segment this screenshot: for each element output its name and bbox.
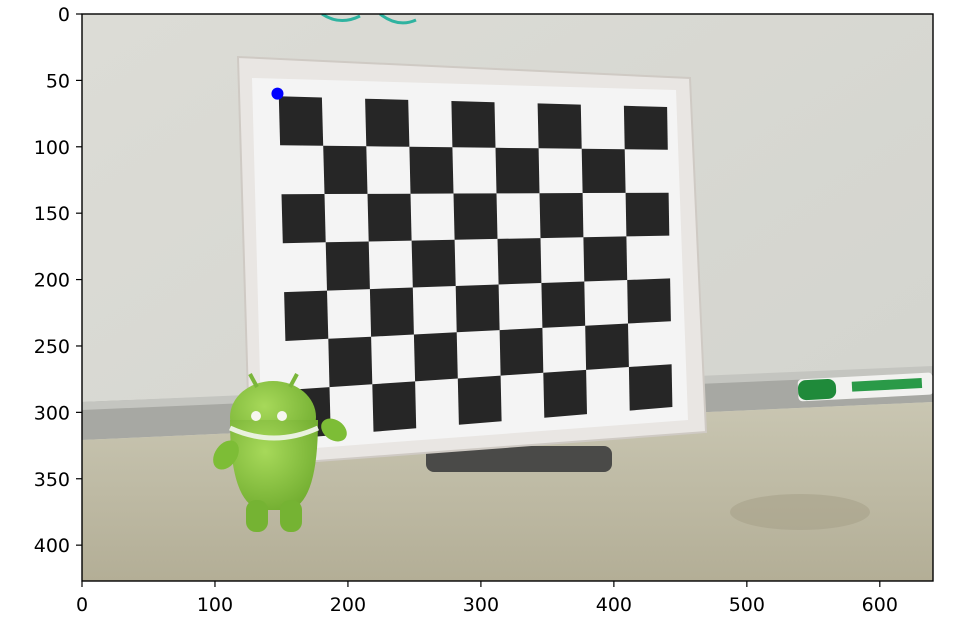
y-tick-label: 50 [46, 70, 70, 92]
checker-square [278, 96, 324, 146]
checker-square [537, 103, 582, 149]
green-marker [797, 372, 933, 402]
x-tick-label: 500 [729, 594, 765, 616]
checker-square [451, 101, 496, 148]
table-stain [730, 494, 870, 530]
android-figure [213, 373, 347, 532]
x-tick-label: 400 [596, 594, 632, 616]
checker-square [325, 241, 370, 291]
y-tick-label: 150 [34, 203, 70, 225]
checker-square [628, 364, 673, 411]
checker-square [367, 193, 412, 242]
x-tick-label: 300 [463, 594, 499, 616]
checker-square [457, 375, 502, 425]
checker-square [455, 284, 500, 333]
checker-square [539, 193, 584, 239]
checker-square [411, 239, 456, 288]
checker-square [585, 323, 629, 370]
x-tick-label: 100 [197, 594, 233, 616]
checker-square [625, 192, 670, 237]
y-tick-label: 100 [34, 137, 70, 159]
x-tick-label: 600 [862, 594, 898, 616]
board-stand [426, 446, 612, 472]
checker-square [281, 194, 326, 244]
x-tick-label: 200 [330, 594, 366, 616]
checker-square [627, 278, 671, 324]
x-axis: 0 100 200 300 400 500 600 [76, 581, 898, 616]
checker-square [497, 238, 542, 285]
whiteboard-scribble [321, 14, 417, 25]
y-tick-label: 400 [34, 535, 70, 557]
photo-image [82, 14, 933, 581]
checker-square [372, 381, 417, 432]
checker-pattern [278, 96, 673, 439]
checker-square [284, 290, 329, 341]
checker-square [409, 146, 454, 194]
checker-square [543, 369, 587, 418]
checker-square [369, 287, 414, 337]
y-tick-label: 300 [34, 402, 70, 424]
y-tick-label: 0 [58, 4, 70, 26]
checker-square [328, 336, 373, 388]
checker-square [541, 281, 586, 328]
x-tick-label: 0 [76, 594, 88, 616]
checker-square [323, 145, 368, 194]
checker-square [413, 332, 458, 382]
checker-square [583, 236, 628, 282]
data-point [271, 87, 284, 100]
checker-square [499, 327, 544, 376]
data-layer [271, 87, 284, 100]
y-tick-label: 350 [34, 469, 70, 491]
checker-square [365, 98, 410, 147]
checker-square [453, 193, 498, 240]
y-tick-label: 200 [34, 270, 70, 292]
checker-square [581, 148, 626, 193]
y-tick-label: 250 [34, 336, 70, 358]
checker-square [495, 147, 540, 194]
checker-square [623, 105, 668, 150]
axes-frame [81, 13, 934, 582]
y-axis: 0 50 100 150 200 250 300 350 400 [34, 4, 82, 557]
